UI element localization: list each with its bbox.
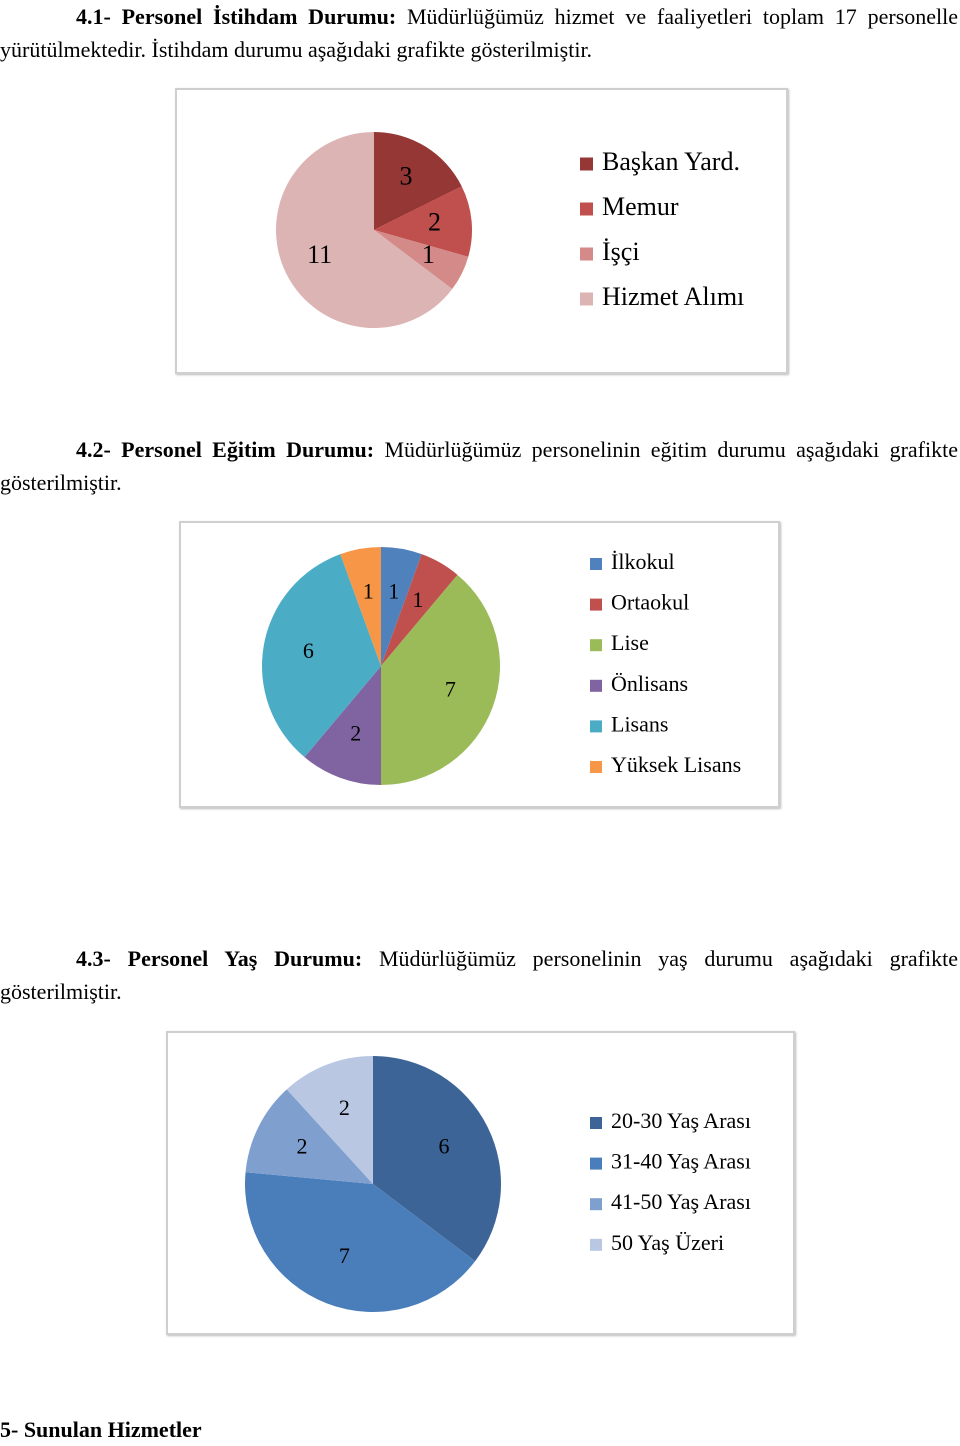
data-label: 7 — [339, 1243, 350, 1268]
text: Müdürlüğümüz personelinin eğitim durumu … — [0, 437, 958, 495]
text: Müdürlüğümüz personelinin yaş durumu aşa… — [0, 946, 958, 1004]
legend-swatch — [590, 1117, 602, 1129]
pie-slice — [245, 1172, 476, 1312]
chart: 1 17261İlkokulOrtaokulLiseÖnlisansLisansY… — [262, 547, 741, 785]
legend-label: Başkan Yard. — [602, 147, 740, 176]
legend-label: 50 Yaş Üzeri — [611, 1230, 724, 1255]
data-label: 1 — [412, 587, 423, 612]
pie-slice — [381, 554, 458, 666]
data-label: 3 — [399, 161, 412, 190]
data-label: 11 — [307, 240, 332, 269]
heading: 5- Sunulan Hizmetler — [0, 1417, 202, 1442]
data-label: 6 — [303, 638, 314, 663]
legend-swatch — [590, 558, 602, 570]
legend-swatch — [590, 639, 602, 652]
heading: 4.1- Personel İstihdam Durumu: — [76, 4, 397, 29]
pie-slice — [381, 547, 422, 666]
data-label: 2 — [428, 207, 441, 236]
pie-slice — [262, 554, 381, 758]
paragraph: 5- Sunulan Hizmetler — [0, 1413, 958, 1446]
legend-label: Ortaokul — [611, 590, 689, 615]
pie-slice — [373, 1056, 502, 1262]
legend-label: İlkokul — [611, 549, 675, 574]
data-label: 2 — [296, 1134, 307, 1159]
legend-label: Yüksek Lisans — [611, 752, 741, 777]
legend-label: Lise — [611, 630, 649, 655]
legend-swatch — [590, 1157, 602, 1170]
paragraph: 4.3- Personel Yaş Durumu: Müdürlüğümüz p… — [0, 942, 958, 1008]
legend-swatch — [580, 157, 593, 171]
data-label: 2 — [339, 1095, 350, 1120]
pie-slice — [245, 1089, 373, 1184]
data-label: 2 — [350, 720, 361, 745]
legend-swatch — [580, 247, 593, 261]
legend-label: İşçi — [602, 237, 640, 266]
legend-label: Memur — [602, 192, 679, 221]
legend-swatch — [590, 761, 602, 773]
paragraph: 4.1- Personel İstihdam Durumu: Müdürlüğü… — [0, 0, 958, 66]
heading: 4.3- Personel Yaş Durumu: — [76, 946, 363, 971]
legend-swatch — [590, 1238, 602, 1251]
data-label: 1 — [363, 578, 374, 603]
paragraph: 4.2- Personel Eğitim Durumu: Müdürlüğümü… — [0, 433, 958, 499]
data-label: 6 — [439, 1134, 450, 1159]
pie-slice — [374, 230, 469, 290]
chart-box: 3 2 1 11 Başkan Yard. Memur İşçi Hizmet Alımı — [175, 88, 788, 374]
pie-slice — [275, 132, 453, 328]
pie-slice — [286, 1056, 373, 1184]
legend-label: 41-50 Yaş Arası — [611, 1189, 751, 1214]
chart: 6 7 2 2 20-30 Yaş Arası 31-40 Yaş Arası 41-50 … — [245, 1056, 751, 1312]
text: Müdürlüğümüz hizmet ve faaliyetleri topl… — [0, 4, 959, 62]
legend-swatch — [590, 1198, 602, 1211]
data-label: 1 — [422, 240, 435, 269]
pie-slice — [374, 186, 472, 257]
legend-swatch — [580, 202, 593, 216]
pie-slice — [381, 574, 501, 785]
heading: 4.2- Personel Eğitim Durumu: — [76, 437, 375, 462]
legend-label: Önlisans — [611, 671, 688, 696]
pie-slice — [340, 547, 381, 666]
data-label: 7 — [445, 676, 456, 701]
pie-slice — [374, 132, 462, 230]
legend-swatch — [590, 598, 602, 611]
legend-label: 20-30 Yaş Arası — [611, 1108, 751, 1133]
legend-label: Hizmet Alımı — [602, 282, 744, 311]
pie-slice — [304, 666, 381, 785]
data-label: 1 — [388, 578, 399, 603]
legend-swatch — [590, 720, 602, 733]
legend-label: Lisans — [611, 711, 668, 736]
legend-swatch — [590, 679, 602, 692]
chart-box: 6 7 2 2 20-30 Yaş Arası 31-40 Yaş Arası 41-50 … — [166, 1031, 795, 1335]
legend-label: 31-40 Yaş Arası — [611, 1149, 751, 1174]
chart-box: 1 1 7 2 6 1 İlkokul Ortaokul Lise Önlisans Lisans Y… — [179, 521, 780, 808]
legend-swatch — [580, 292, 593, 306]
